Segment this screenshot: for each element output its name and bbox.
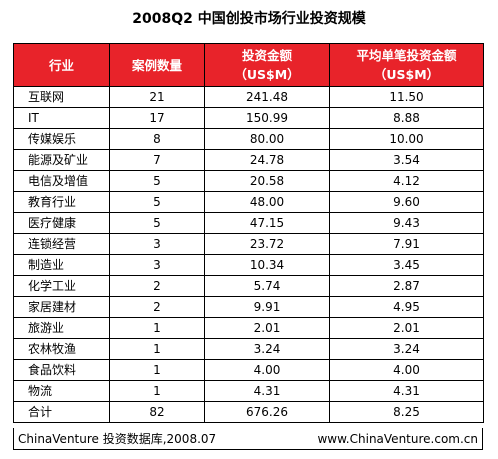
cell-count: 3 (109, 233, 205, 255)
cell-industry: IT (13, 107, 110, 129)
cell-average: 4.00 (329, 359, 484, 381)
cell-count: 1 (109, 359, 205, 381)
cell-average: 2.01 (329, 317, 484, 339)
cell-amount: 150.99 (204, 107, 330, 129)
cell-average: 4.12 (329, 170, 484, 192)
cell-amount: 23.72 (204, 233, 330, 255)
cell-count: 1 (109, 317, 205, 339)
cell-count: 2 (109, 275, 205, 297)
cell-count: 82 (109, 401, 205, 423)
cell-amount: 80.00 (204, 128, 330, 150)
header-average: 平均单笔投资金额 （US$M） (329, 43, 484, 87)
cell-count: 1 (109, 338, 205, 360)
table-row: 医疗健康 5 47.15 9.43 (13, 212, 484, 234)
cell-average: 9.60 (329, 191, 484, 213)
cell-industry: 旅游业 (13, 317, 110, 339)
cell-amount: 3.24 (204, 338, 330, 360)
chart-title: 2008Q2 中国创投市场行业投资规模 (132, 11, 366, 27)
cell-industry: 互联网 (13, 86, 110, 108)
table-header-row: 行业 案例数量 投资金额 （US$M） 平均单笔投资金额 （US$M） (13, 43, 484, 87)
cell-average: 3.45 (329, 254, 484, 276)
cell-count: 1 (109, 380, 205, 402)
table-row: 电信及增值 5 20.58 4.12 (13, 170, 484, 192)
table-row: 食品饮料 1 4.00 4.00 (13, 359, 484, 381)
cell-amount: 10.34 (204, 254, 330, 276)
cell-industry: 化学工业 (13, 275, 110, 297)
cell-industry: 医疗健康 (13, 212, 110, 234)
cell-amount: 241.48 (204, 86, 330, 108)
cell-amount: 48.00 (204, 191, 330, 213)
cell-average: 10.00 (329, 128, 484, 150)
cell-industry: 物流 (13, 380, 110, 402)
table-footer: ChinaVenture 投资数据库,2008.07 www.ChinaVent… (13, 428, 483, 450)
table-row: 旅游业 1 2.01 2.01 (13, 317, 484, 339)
cell-industry: 农林牧渔 (13, 338, 110, 360)
cell-average: 4.95 (329, 296, 484, 318)
cell-count: 8 (109, 128, 205, 150)
cell-industry: 连锁经营 (13, 233, 110, 255)
header-amount-unit: （US$M） (234, 67, 300, 82)
header-average-label: 平均单笔投资金额 (356, 48, 457, 63)
table-row: 制造业 3 10.34 3.45 (13, 254, 484, 276)
cell-average: 8.88 (329, 107, 484, 129)
cell-amount: 4.31 (204, 380, 330, 402)
table-row: 化学工业 2 5.74 2.87 (13, 275, 484, 297)
table-row: 农林牧渔 1 3.24 3.24 (13, 338, 484, 360)
table-row: IT 17 150.99 8.88 (13, 107, 484, 129)
cell-count: 17 (109, 107, 205, 129)
cell-industry: 食品饮料 (13, 359, 110, 381)
table-row: 教育行业 5 48.00 9.60 (13, 191, 484, 213)
cell-amount: 47.15 (204, 212, 330, 234)
cell-amount: 20.58 (204, 170, 330, 192)
table-row: 能源及矿业 7 24.78 3.54 (13, 149, 484, 171)
cell-industry: 电信及增值 (13, 170, 110, 192)
cell-average: 2.87 (329, 275, 484, 297)
cell-average: 3.24 (329, 338, 484, 360)
cell-count: 21 (109, 86, 205, 108)
cell-industry: 家居建材 (13, 296, 110, 318)
table-row: 传媒娱乐 8 80.00 10.00 (13, 128, 484, 150)
table-total-row: 合计 82 676.26 8.25 (13, 401, 484, 423)
cell-industry: 传媒娱乐 (13, 128, 110, 150)
cell-average: 8.25 (329, 401, 484, 423)
header-count: 案例数量 (109, 43, 205, 87)
cell-count: 5 (109, 191, 205, 213)
table-row: 互联网 21 241.48 11.50 (13, 86, 484, 108)
cell-count: 7 (109, 149, 205, 171)
cell-industry: 制造业 (13, 254, 110, 276)
cell-amount: 4.00 (204, 359, 330, 381)
cell-amount: 2.01 (204, 317, 330, 339)
header-average-unit: （US$M） (373, 67, 440, 82)
cell-amount: 24.78 (204, 149, 330, 171)
cell-count: 5 (109, 170, 205, 192)
source-note: ChinaVenture 投资数据库,2008.07 (18, 432, 217, 446)
table-row: 物流 1 4.31 4.31 (13, 380, 484, 402)
header-amount-label: 投资金额 (241, 48, 292, 63)
cell-industry: 教育行业 (13, 191, 110, 213)
cell-amount: 676.26 (204, 401, 330, 423)
cell-amount: 9.91 (204, 296, 330, 318)
cell-average: 9.43 (329, 212, 484, 234)
cell-count: 5 (109, 212, 205, 234)
website-link: www.ChinaVenture.com.cn (317, 432, 478, 446)
investment-table: 行业 案例数量 投资金额 （US$M） 平均单笔投资金额 （US$M） 互联网 2… (13, 43, 484, 423)
cell-count: 2 (109, 296, 205, 318)
cell-industry: 合计 (13, 401, 110, 423)
cell-average: 4.31 (329, 380, 484, 402)
cell-amount: 5.74 (204, 275, 330, 297)
table-body: 互联网 21 241.48 11.50 IT 17 150.99 8.88 传媒娱乐 8 80.00… (13, 86, 484, 423)
cell-average: 7.91 (329, 233, 484, 255)
header-industry: 行业 (13, 43, 110, 87)
header-amount: 投资金额 （US$M） (204, 43, 330, 87)
table-row: 家居建材 2 9.91 4.95 (13, 296, 484, 318)
cell-average: 11.50 (329, 86, 484, 108)
cell-average: 3.54 (329, 149, 484, 171)
table-row: 连锁经营 3 23.72 7.91 (13, 233, 484, 255)
cell-count: 3 (109, 254, 205, 276)
cell-industry: 能源及矿业 (13, 149, 110, 171)
